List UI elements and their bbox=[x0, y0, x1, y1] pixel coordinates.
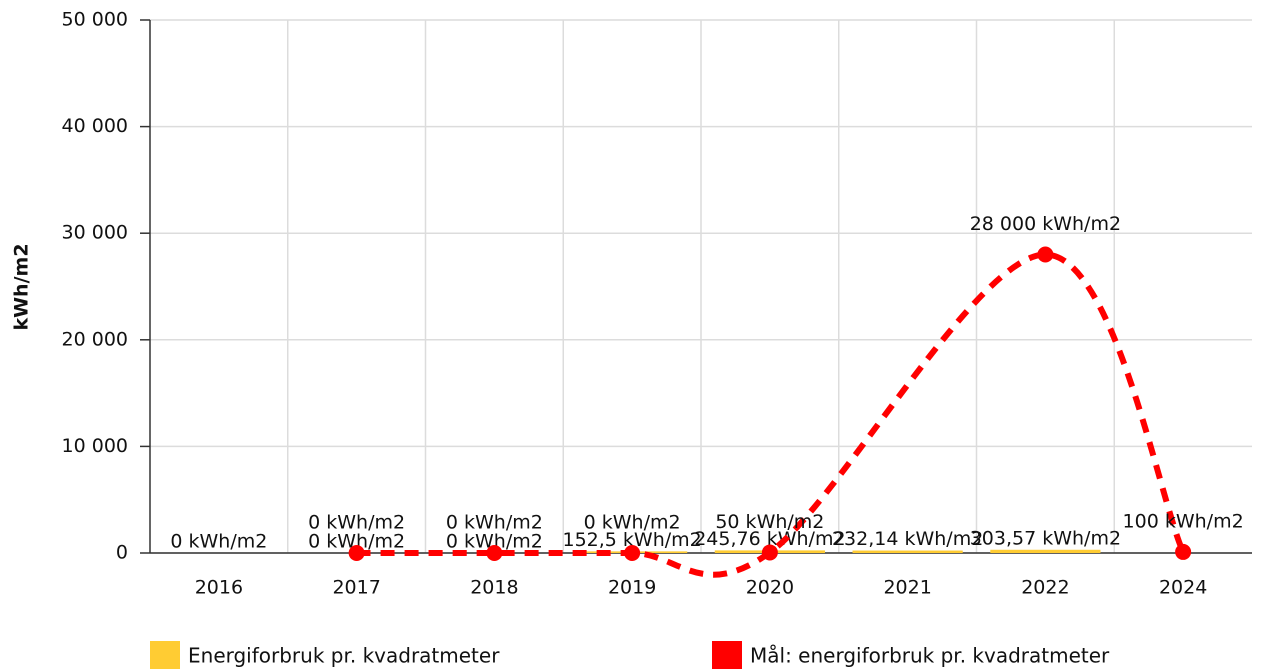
line-value-label: 0 kWh/m2 bbox=[308, 512, 405, 534]
line-point bbox=[1037, 246, 1054, 263]
bar bbox=[852, 550, 963, 553]
line-value-label: 100 kWh/m2 bbox=[1123, 510, 1244, 532]
bar-value-label: 0 kWh/m2 bbox=[170, 531, 267, 553]
bar-value-label: 245,76 kWh/m2 bbox=[694, 528, 845, 550]
legend-label: Energiforbruk pr. kvadratmeter bbox=[188, 644, 500, 668]
x-tick-label: 2019 bbox=[608, 577, 656, 599]
y-tick-label: 40 000 bbox=[62, 115, 128, 137]
line-value-label: 50 kWh/m2 bbox=[715, 511, 824, 533]
y-tick-label: 20 000 bbox=[62, 328, 128, 350]
x-tick-label: 2018 bbox=[470, 577, 518, 599]
y-tick-label: 0 bbox=[116, 542, 128, 564]
legend-swatch bbox=[712, 641, 742, 669]
y-axis-label: kWh/m2 bbox=[11, 243, 33, 330]
line-point bbox=[486, 545, 503, 561]
x-tick-label: 2016 bbox=[195, 577, 243, 599]
bar-value-label: 0 kWh/m2 bbox=[308, 531, 405, 553]
x-tick-label: 2020 bbox=[746, 577, 794, 599]
line-value-label: 0 kWh/m2 bbox=[446, 512, 543, 534]
line-point bbox=[348, 545, 365, 561]
bar bbox=[990, 549, 1101, 553]
bar-value-label: 303,57 kWh/m2 bbox=[970, 527, 1121, 549]
legend-swatch bbox=[150, 641, 180, 669]
x-tick-label: 2021 bbox=[883, 577, 931, 599]
line-point bbox=[1175, 543, 1192, 560]
y-tick-label: 30 000 bbox=[62, 222, 128, 244]
x-tick-label: 2024 bbox=[1159, 577, 1207, 599]
bar-value-label: 232,14 kWh/m2 bbox=[832, 528, 983, 550]
bar-value-label: 0 kWh/m2 bbox=[446, 531, 543, 553]
legend-label: Mål: energiforbruk pr. kvadratmeter bbox=[750, 644, 1110, 668]
target-line bbox=[356, 251, 1186, 578]
line-point bbox=[761, 544, 778, 561]
line-point bbox=[624, 545, 641, 561]
bar-value-label: 152,5 kWh/m2 bbox=[562, 529, 701, 551]
line-value-label: 28 000 kWh/m2 bbox=[970, 213, 1121, 235]
y-tick-label: 10 000 bbox=[62, 435, 128, 457]
x-tick-label: 2022 bbox=[1021, 577, 1069, 599]
x-tick-label: 2017 bbox=[332, 577, 380, 599]
line-value-label: 0 kWh/m2 bbox=[584, 512, 681, 534]
y-tick-label: 50 000 bbox=[62, 9, 128, 31]
